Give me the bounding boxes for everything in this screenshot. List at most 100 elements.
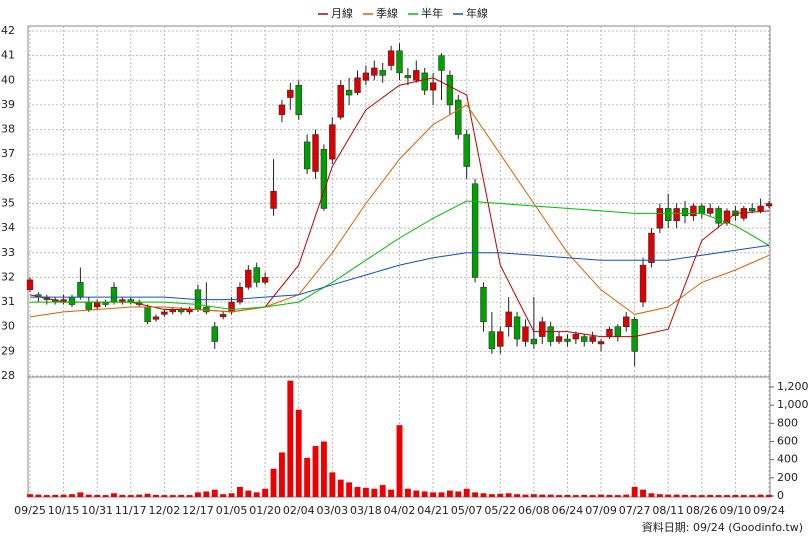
x-tick-label: 04/21 bbox=[417, 504, 449, 517]
candle-body bbox=[345, 89, 353, 96]
volume-bar bbox=[589, 495, 596, 497]
legend-label: 季線 bbox=[376, 6, 398, 20]
volume-bar bbox=[522, 494, 529, 497]
x-tick-label: 11/17 bbox=[115, 504, 147, 517]
candle-body bbox=[396, 50, 403, 74]
volume-bar bbox=[497, 493, 504, 497]
candle-body bbox=[597, 341, 605, 345]
volume-bar bbox=[203, 491, 210, 497]
candle-body bbox=[463, 134, 470, 167]
candle-body bbox=[287, 89, 294, 98]
volume-bar bbox=[673, 494, 680, 497]
candle-body bbox=[362, 72, 370, 81]
volume-bar bbox=[388, 489, 395, 497]
legend-label: 半年 bbox=[421, 6, 443, 20]
candle-body bbox=[698, 205, 706, 214]
volume-bar bbox=[153, 494, 159, 497]
volume-bar bbox=[539, 494, 546, 497]
candle-body bbox=[522, 326, 529, 342]
x-tick-label: 08/26 bbox=[686, 504, 718, 517]
y2-tick-label: 1,200 bbox=[777, 380, 808, 393]
volume-bar bbox=[362, 487, 369, 497]
y-tick-label: 36 bbox=[1, 172, 15, 185]
candle-body bbox=[480, 287, 487, 323]
x-tick-label: 01/05 bbox=[216, 504, 248, 517]
volume-bar bbox=[85, 494, 92, 497]
candle-body bbox=[505, 311, 512, 327]
volume-bar bbox=[480, 493, 487, 497]
y-tick-label: 38 bbox=[1, 123, 15, 136]
candle-body bbox=[261, 277, 269, 283]
candle-body bbox=[513, 316, 521, 340]
candle-body bbox=[421, 72, 428, 91]
volume-bar bbox=[371, 488, 378, 497]
candle-body bbox=[270, 190, 277, 209]
volume-bar bbox=[270, 468, 277, 497]
volume-bar bbox=[463, 488, 470, 497]
candle-body bbox=[77, 282, 84, 298]
volume-bar bbox=[556, 495, 562, 497]
volume-bar bbox=[304, 457, 311, 497]
volume-bar bbox=[295, 409, 302, 497]
volume-bar bbox=[237, 486, 243, 497]
candle-body bbox=[228, 301, 235, 313]
volume-bar bbox=[514, 494, 521, 497]
candle-body bbox=[539, 321, 546, 337]
y-tick-label: 37 bbox=[1, 147, 15, 160]
volume-bar bbox=[648, 493, 655, 497]
volume-bar bbox=[396, 425, 403, 497]
x-tick-label: 09/24 bbox=[753, 504, 785, 517]
volume-bar bbox=[320, 441, 327, 497]
candle-body bbox=[312, 134, 319, 172]
candle-body bbox=[152, 316, 160, 320]
volume-bar bbox=[77, 492, 84, 497]
volume-bar bbox=[530, 494, 537, 497]
x-tick-label: 05/07 bbox=[451, 504, 483, 517]
volume-bar bbox=[631, 486, 638, 497]
volume-bar bbox=[220, 494, 227, 497]
x-tick-label: 09/25 bbox=[14, 504, 46, 517]
candle-body bbox=[606, 328, 613, 337]
x-tick-label: 07/09 bbox=[585, 504, 617, 517]
candle-body bbox=[337, 84, 344, 118]
candle-body bbox=[707, 208, 714, 214]
volume-bar bbox=[413, 490, 420, 497]
candle-body bbox=[749, 208, 756, 212]
x-tick-label: 01/20 bbox=[249, 504, 281, 517]
candle-body bbox=[26, 279, 34, 290]
candle-body bbox=[530, 338, 538, 345]
x-tick-label: 10/31 bbox=[81, 504, 113, 517]
legend: 月線 季線 半年 年線 bbox=[318, 6, 488, 20]
volume-bar bbox=[211, 489, 218, 497]
candle-body bbox=[438, 55, 445, 71]
volume-bar bbox=[623, 494, 630, 497]
x-tick-label: 06/24 bbox=[552, 504, 584, 517]
candle-body bbox=[379, 70, 386, 76]
volume-bar bbox=[262, 488, 269, 497]
volume-bar bbox=[253, 492, 260, 497]
x-tick-label: 12/17 bbox=[182, 504, 214, 517]
volume-bar bbox=[698, 495, 705, 497]
x-tick-label: 08/11 bbox=[652, 504, 684, 517]
y-tick-label: 33 bbox=[1, 246, 15, 259]
volume-bar bbox=[52, 494, 59, 497]
volume-bar bbox=[144, 493, 151, 497]
candle-body bbox=[623, 316, 630, 327]
candle-body bbox=[303, 141, 311, 170]
candle-body bbox=[110, 287, 118, 303]
volume-bar bbox=[682, 494, 688, 497]
volume-bar bbox=[60, 494, 67, 497]
candle-body bbox=[665, 208, 672, 222]
volume-bar bbox=[732, 494, 739, 497]
y-tick-label: 35 bbox=[1, 197, 15, 210]
candle-body bbox=[656, 208, 664, 229]
volume-bar bbox=[564, 494, 571, 497]
candle-body bbox=[589, 336, 596, 342]
candle-body bbox=[371, 67, 378, 76]
candle-body bbox=[723, 210, 731, 224]
volume-bar bbox=[724, 495, 730, 497]
candle-body bbox=[488, 331, 496, 350]
candle-body bbox=[681, 208, 689, 217]
y-tick-label: 30 bbox=[1, 320, 15, 333]
